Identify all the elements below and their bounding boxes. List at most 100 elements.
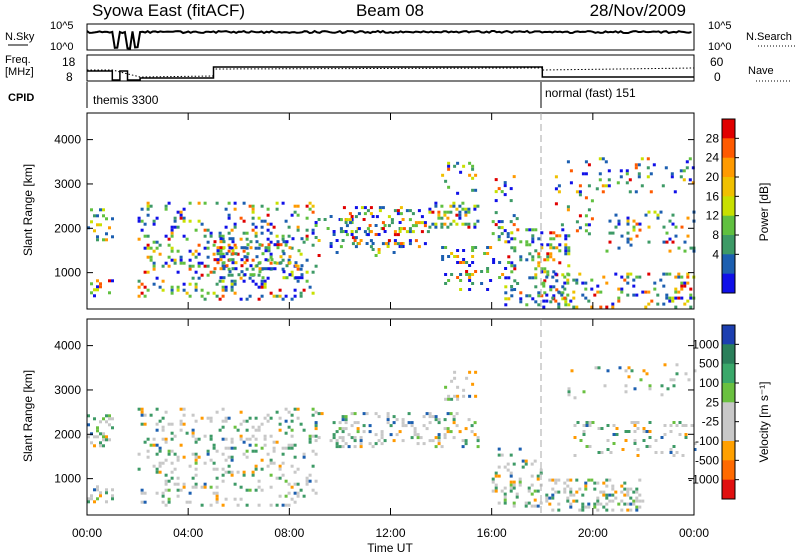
range-cell [668,272,672,276]
range-cell [143,500,147,504]
range-cell [242,231,246,235]
range-cell [194,452,198,456]
range-cell [158,243,162,247]
range-cell [587,163,591,167]
range-cell [245,231,249,235]
range-cell [219,267,223,271]
range-cell [366,233,370,237]
range-cell [590,278,594,282]
range-cell [545,493,549,497]
range-cell [233,497,237,501]
range-cell [102,214,105,218]
range-cell [242,279,246,283]
range-cell [686,234,690,238]
range-cell [365,412,369,416]
colorbar-swatch [722,363,735,384]
range-cell [284,503,288,507]
range-cell [102,435,105,439]
range-cell [344,442,348,446]
range-cell [395,433,399,437]
range-cell [105,500,108,504]
range-cell [678,421,682,424]
range-cell [693,442,697,445]
range-cell [407,412,411,416]
range-cell [689,293,693,297]
range-cell [632,502,636,506]
range-cell [626,272,630,276]
range-cell [410,424,414,428]
range-cell [146,270,150,274]
colorbar-swatch [722,421,735,442]
range-cell [518,477,522,481]
range-cell [623,481,627,485]
range-cell [494,190,498,194]
range-cell [671,296,675,300]
range-cell [287,234,291,238]
colorbar-swatch [722,479,735,500]
range-cell [354,245,358,249]
x-tick-label: 08:00 [274,526,304,540]
range-cell [527,501,531,505]
range-cell [387,224,391,228]
range-cell [99,491,102,495]
range-cell [507,240,511,244]
range-cell [353,436,357,440]
range-cell [203,461,207,465]
range-cell [648,387,652,391]
range-cell [542,299,546,303]
range-cell [528,252,532,256]
range-cell [87,435,90,439]
range-cell [354,206,358,210]
range-cell [308,285,312,289]
range-cell [566,205,570,209]
range-cell [665,231,669,235]
range-cell [607,184,611,188]
range-cell [500,232,504,236]
range-cell [276,246,280,250]
range-cell [443,213,447,217]
range-cell [437,216,441,220]
range-cell [518,483,522,487]
range-cell [293,455,297,459]
range-cell [633,387,637,391]
range-cell [335,239,339,242]
range-cell [654,439,658,442]
range-cell [275,201,279,205]
range-cell [683,240,687,244]
range-cell [285,240,289,244]
range-cell [546,270,550,274]
range-cell [605,249,609,253]
range-cell [597,366,601,370]
range-cell [552,237,556,241]
range-cell [287,225,291,229]
range-cell [401,439,405,443]
colorbar-tick-label: -25 [702,415,720,429]
range-cell [509,486,513,490]
range-cell [314,439,318,443]
y-tick-label: 1000 [54,266,81,280]
range-cell [581,502,585,506]
range-cell [200,485,204,489]
range-cell [179,443,183,447]
range-cell [575,305,579,309]
range-cell [557,478,561,482]
range-cell [245,449,249,453]
range-cell [596,508,600,512]
range-cell [437,436,441,440]
range-cell [564,300,568,304]
power-ylabel: Slant Range [km] [21,164,35,256]
range-cell [431,210,435,214]
range-cell [260,219,264,223]
velocity-colorbar-label: Velocity [m s⁻¹] [757,381,771,462]
range-cell [158,464,162,468]
range-cell [512,175,516,179]
range-cell [146,207,150,211]
range-cell [245,258,249,262]
range-cell [683,281,687,285]
range-cell [279,255,283,259]
range-cell [176,288,180,292]
range-cell [137,285,141,289]
range-cell [93,229,96,233]
range-cell [212,461,216,465]
range-cell [386,421,390,425]
